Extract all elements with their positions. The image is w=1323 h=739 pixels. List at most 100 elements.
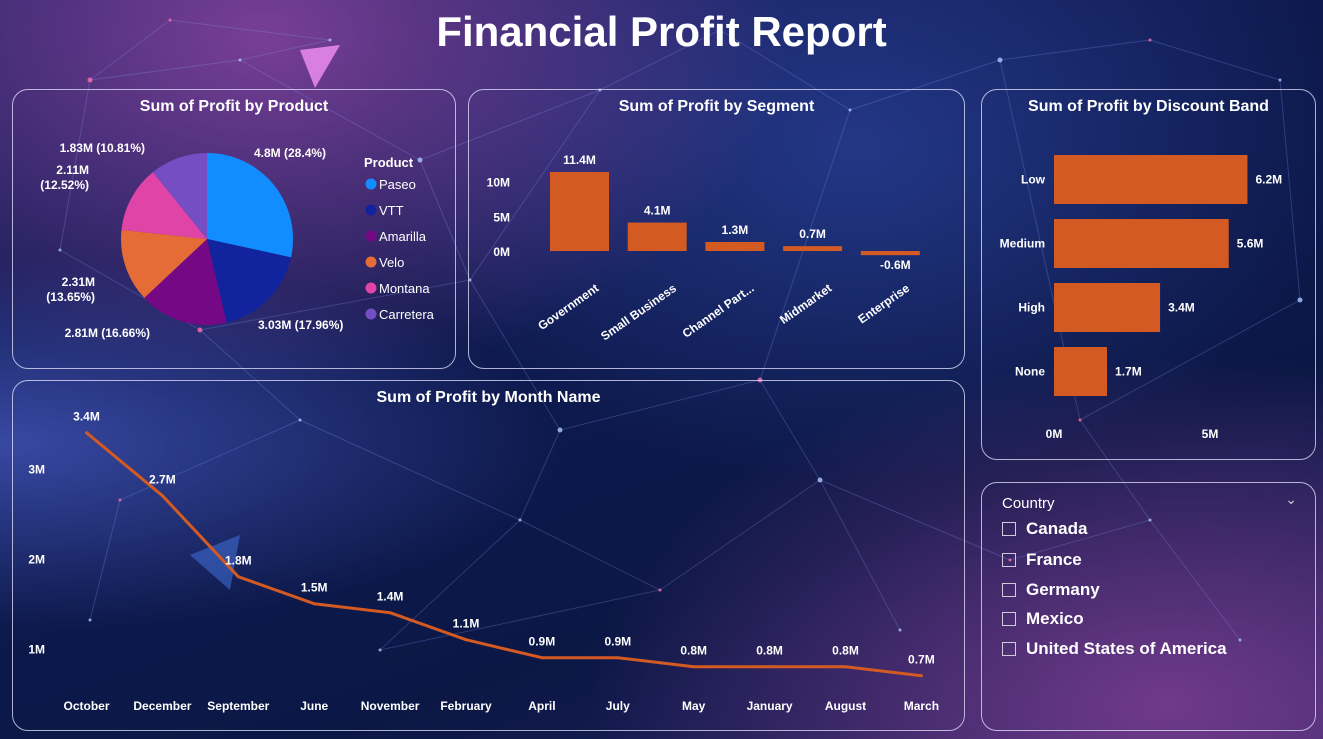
legend-label: Carretera <box>379 307 435 322</box>
network-line <box>1009 519 1151 561</box>
y-tick-label: None <box>1015 365 1045 379</box>
network-node <box>197 327 203 333</box>
network-line <box>419 89 601 161</box>
network-line <box>419 159 471 281</box>
slicer-option-mexico[interactable]: Mexico <box>1002 609 1084 629</box>
line-point <box>312 602 316 606</box>
country-slicer: Country ⌄ Canada France Germany Mexico U… <box>981 482 1316 731</box>
y-tick-label: Low <box>1021 173 1046 187</box>
x-tick-label: Small Business <box>598 281 679 344</box>
x-tick-label: Midmarket <box>777 281 834 327</box>
network-line <box>1079 419 1151 521</box>
line-data-label: 0.8M <box>680 644 707 658</box>
network-node <box>87 77 93 83</box>
segment-bar <box>783 246 843 251</box>
network-node <box>718 28 722 32</box>
network-line <box>519 519 661 591</box>
slicer-option-canada[interactable]: Canada <box>1002 519 1087 539</box>
y-tick-label: 5M <box>493 210 510 224</box>
segment-card: Sum of Profit by Segment 0M 5M 10M 11.4M Gov… <box>468 89 965 369</box>
pie-data-label: 2.31M (13.65%) <box>46 275 95 304</box>
segment-bar <box>550 171 609 251</box>
x-tick-label: August <box>825 699 866 713</box>
network-node <box>328 38 332 42</box>
network-line <box>169 19 331 41</box>
checkbox-icon[interactable] <box>1002 612 1016 626</box>
network-line <box>1079 299 1301 421</box>
network-node <box>1008 558 1012 562</box>
y-tick-label: 10M <box>487 176 510 190</box>
line-data-label: 0.9M <box>529 635 556 649</box>
x-tick-label: April <box>528 699 555 713</box>
pie-slice <box>207 239 292 323</box>
month-chart-title: Sum of Profit by Month Name <box>376 389 601 406</box>
legend-label: VTT <box>379 203 404 218</box>
network-line <box>819 479 1011 561</box>
checkbox-icon[interactable] <box>1002 553 1016 567</box>
y-tick-label: 2M <box>28 553 45 567</box>
bar-data-label: 0.7M <box>799 227 826 241</box>
x-tick-label: March <box>904 699 939 713</box>
network-node <box>238 58 242 62</box>
line-point <box>616 656 620 660</box>
network-node <box>58 248 62 252</box>
legend-marker <box>365 178 377 190</box>
network-line <box>379 589 661 651</box>
line-point <box>85 431 88 435</box>
network-node <box>168 18 172 22</box>
network-node <box>1278 78 1282 82</box>
discount-card: Sum of Profit by Discount Band 6.2M Low 5.… <box>981 89 1316 460</box>
line-data-label: 1.8M <box>225 554 252 568</box>
segment-bar-chart[interactable]: 0M 5M 10M 11.4M Government 4.1M Small Business… <box>469 90 966 370</box>
network-node <box>848 108 852 112</box>
slicer-option-france[interactable]: France <box>1002 550 1082 570</box>
pie-slice <box>120 229 207 298</box>
legend-marker <box>365 256 377 268</box>
line-point <box>540 656 544 660</box>
network-node <box>1148 518 1152 522</box>
checkbox-icon[interactable] <box>1002 522 1016 536</box>
checkbox-icon[interactable] <box>1002 583 1016 597</box>
x-tick-label: October <box>63 699 109 713</box>
chevron-down-icon[interactable]: ⌄ <box>1285 491 1297 507</box>
discount-bar <box>1054 219 1229 268</box>
line-point <box>919 674 923 678</box>
network-line <box>659 479 821 591</box>
network-line <box>89 19 171 81</box>
bar-data-label: 6.2M <box>1255 173 1282 187</box>
network-line <box>469 279 561 431</box>
checkbox-icon[interactable] <box>1002 642 1016 656</box>
pie-slice <box>144 239 227 325</box>
bar-data-label: 3.4M <box>1168 301 1195 315</box>
discount-bar-chart[interactable]: 6.2M Low 5.6M Medium 3.4M High 1.7M None 0M 5M <box>982 90 1317 461</box>
line-series <box>85 431 922 678</box>
network-node <box>658 588 662 592</box>
line-data-label: 1.5M <box>301 581 328 595</box>
network-line <box>89 59 241 81</box>
network-line <box>1149 519 1241 641</box>
network-node <box>557 427 563 433</box>
network-line <box>559 379 761 431</box>
month-line-chart[interactable]: 1M 2M 3M 3.4M October 2.7M December 1.8M Septemb… <box>13 381 966 732</box>
network-line <box>599 29 721 91</box>
bar-data-label: 11.4M <box>563 153 596 167</box>
product-pie-chart[interactable]: 4.8M (28.4%) 3.03M (17.96%) 2.81M (16.66%)… <box>13 90 457 370</box>
slicer-option-usa[interactable]: United States of America <box>1002 639 1227 659</box>
network-line <box>1149 39 1281 81</box>
x-tick-label: February <box>440 699 492 713</box>
line-point <box>768 665 772 669</box>
legend-marker <box>365 230 377 242</box>
line-point <box>844 665 847 669</box>
x-tick-label: November <box>361 699 420 713</box>
x-tick-label: Channel Part... <box>680 281 757 341</box>
y-tick-label: 3M <box>28 463 45 477</box>
segment-bar <box>627 222 687 251</box>
network-node <box>298 418 302 422</box>
slicer-option-germany[interactable]: Germany <box>1002 580 1100 600</box>
x-tick-label: January <box>747 699 793 713</box>
segment-bar <box>860 251 920 256</box>
network-node <box>468 278 472 282</box>
network-line <box>819 479 901 631</box>
discount-chart-title: Sum of Profit by Discount Band <box>1028 98 1269 115</box>
pie-slice <box>207 153 293 258</box>
